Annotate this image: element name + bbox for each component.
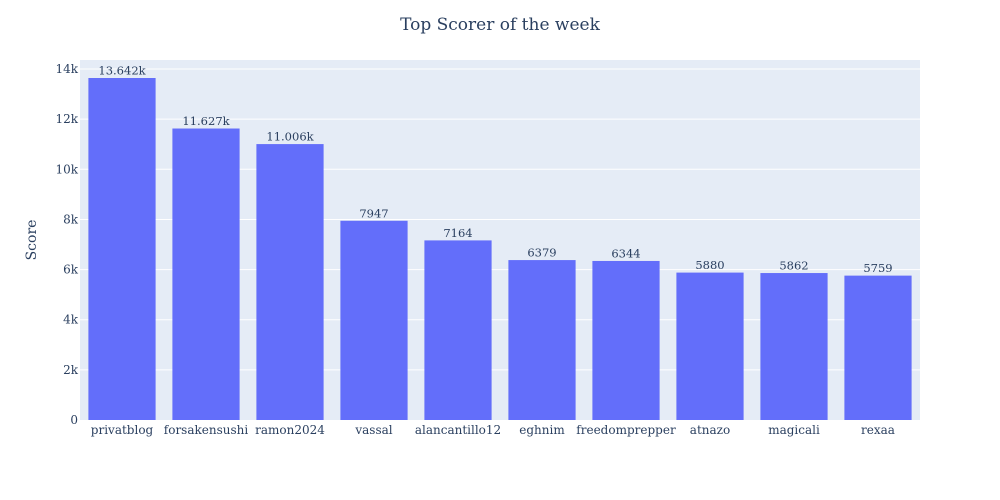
bar-value-label-ramon2024: 11.006k xyxy=(266,130,314,144)
y-tick-label: 10k xyxy=(55,162,78,176)
y-tick-label: 8k xyxy=(63,212,79,226)
y-tick-label: 12k xyxy=(55,112,78,126)
x-tick-label-freedomprepper: freedomprepper xyxy=(576,423,676,437)
bar-value-label-rexaa: 5759 xyxy=(863,261,892,275)
x-tick-label-vassal: vassal xyxy=(354,423,392,437)
bar-value-label-forsakensushi: 11.627k xyxy=(182,114,230,128)
y-tick-label: 2k xyxy=(63,363,79,377)
y-tick-label: 0 xyxy=(70,413,78,427)
bar-vassal xyxy=(340,220,408,420)
bar-freedomprepper xyxy=(592,260,660,420)
bar-magicali xyxy=(760,273,828,420)
bar-value-label-vassal: 7947 xyxy=(359,206,388,220)
x-tick-label-privatblog: privatblog xyxy=(91,423,154,437)
bar-value-label-alancantillo12: 7164 xyxy=(443,226,472,240)
x-tick-label-rexaa: rexaa xyxy=(861,423,895,437)
y-tick-label: 14k xyxy=(55,62,78,76)
bar-value-label-atnazo: 5880 xyxy=(695,258,724,272)
y-tick-label: 6k xyxy=(63,263,79,277)
y-axis-tick-labels: 0 2k 4k 6k 8k 10k 12k 14k xyxy=(55,62,78,427)
bar-atnazo xyxy=(676,272,744,420)
bar-value-label-eghnim: 6379 xyxy=(527,246,556,260)
bar-eghnim xyxy=(508,260,576,420)
x-tick-label-eghnim: eghnim xyxy=(519,423,565,437)
bar-value-label-magicali: 5862 xyxy=(779,259,808,273)
x-tick-label-magicali: magicali xyxy=(768,423,820,437)
bar-value-label-privatblog: 13.642k xyxy=(98,64,146,78)
x-tick-label-ramon2024: ramon2024 xyxy=(255,423,325,437)
bar-value-labels: 13.642k 11.627k 11.006k 7947 7164 6379 6344 588… xyxy=(98,64,892,276)
bar-privatblog xyxy=(88,78,156,420)
bars xyxy=(88,78,912,421)
bar-alancantillo12 xyxy=(424,240,492,420)
y-tick-label: 4k xyxy=(63,313,79,327)
bar-value-label-freedomprepper: 6344 xyxy=(611,246,640,260)
bar-ramon2024 xyxy=(256,144,324,421)
bar-rexaa xyxy=(844,275,912,420)
x-axis-tick-labels: privatblog forsakensushi ramon2024 vassal al… xyxy=(91,423,895,437)
x-tick-label-forsakensushi: forsakensushi xyxy=(164,423,249,437)
y-axis-title: Score xyxy=(24,220,40,261)
chart-title: Top Scorer of the week xyxy=(400,15,601,35)
x-tick-label-atnazo: atnazo xyxy=(690,423,730,437)
x-tick-label-alancantillo12: alancantillo12 xyxy=(415,423,501,437)
bar-forsakensushi xyxy=(172,128,240,420)
